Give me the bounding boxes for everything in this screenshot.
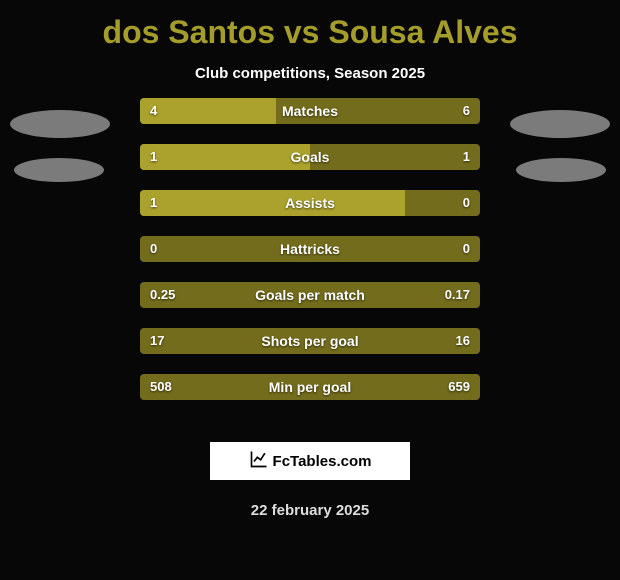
stat-row: 11Goals (140, 144, 480, 170)
stat-row: 0.250.17Goals per match (140, 282, 480, 308)
page-title: dos Santos vs Sousa Alves (0, 0, 620, 51)
comparison-stage: 46Matches11Goals10Assists00Hattricks0.25… (0, 110, 620, 440)
player-right-avatar-placeholder-2 (516, 158, 606, 182)
stat-label: Goals per match (140, 282, 480, 308)
stat-label: Shots per goal (140, 328, 480, 354)
page-subtitle: Club competitions, Season 2025 (0, 65, 620, 82)
stat-label: Min per goal (140, 374, 480, 400)
stat-label: Assists (140, 190, 480, 216)
stat-row: 00Hattricks (140, 236, 480, 262)
stat-label: Hattricks (140, 236, 480, 262)
player-left-avatar-placeholder-2 (14, 158, 104, 182)
date-label: 22 february 2025 (0, 502, 620, 519)
stat-label: Matches (140, 98, 480, 124)
stat-label: Goals (140, 144, 480, 170)
player-left-avatar-placeholder-1 (10, 110, 110, 138)
stat-row: 46Matches (140, 98, 480, 124)
stat-row: 10Assists (140, 190, 480, 216)
stat-row: 1716Shots per goal (140, 328, 480, 354)
stat-bars: 46Matches 11Goals 10Assists 00Hattricks 0.25… (140, 98, 480, 420)
brand-watermark: FcTables.com (210, 442, 410, 480)
stat-row: 508659Min per goal (140, 374, 480, 400)
chart-icon (249, 449, 269, 473)
brand-label: FcTables.com (273, 453, 372, 470)
player-right-avatar-placeholder-1 (510, 110, 610, 138)
